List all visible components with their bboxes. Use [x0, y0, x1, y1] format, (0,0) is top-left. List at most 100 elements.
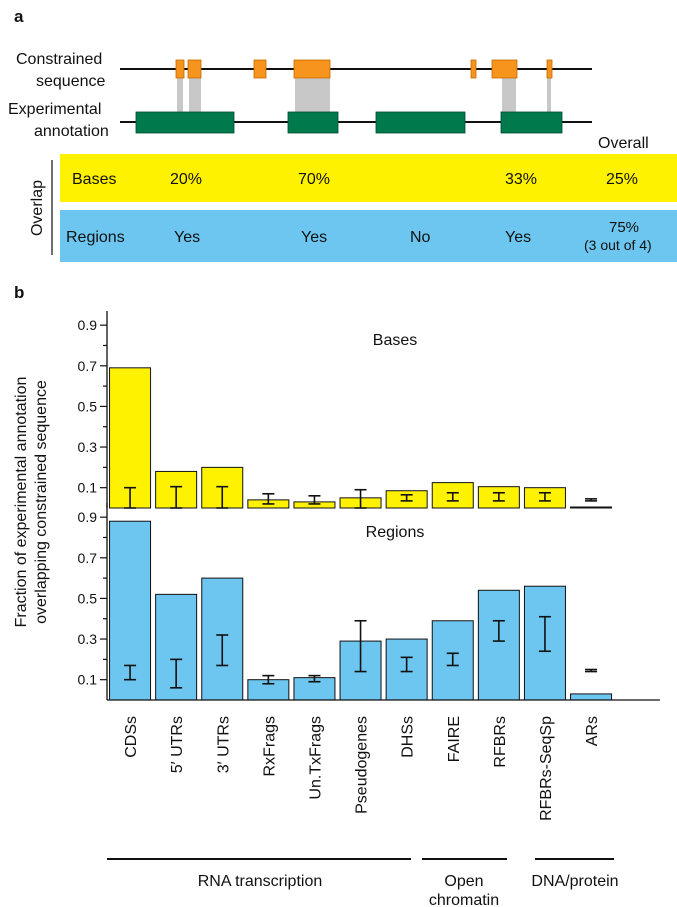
- x-tick-label: ARs: [584, 716, 601, 746]
- regions-error-bar: [400, 656, 413, 673]
- regions-chart-title: Regions: [366, 524, 425, 541]
- x-tick-label: Un.TxFrags: [307, 716, 324, 800]
- bases-error-bar: [216, 485, 229, 509]
- bases-error-bar: [400, 493, 413, 502]
- bases-error-bar: [446, 491, 459, 502]
- regions-error-bar: [585, 668, 598, 673]
- bases-error-bar: [492, 491, 505, 502]
- x-tick-label: RxFrags: [261, 716, 278, 776]
- annotation-block: [375, 111, 466, 134]
- overlap-connector: [547, 78, 551, 112]
- constrained-block: [546, 59, 553, 79]
- overlap-connector: [502, 78, 516, 112]
- bases-row-label: Bases: [72, 171, 116, 188]
- regions-error-bar: [354, 619, 367, 673]
- panel-b-label: b: [14, 283, 24, 302]
- bases-y-tick-label: 0.7: [78, 358, 98, 374]
- constrained-label-line1: Constrained: [16, 51, 102, 68]
- x-tick-label: 3′ UTRs: [215, 716, 232, 773]
- regions-error-bar: [308, 674, 321, 683]
- annotation-block: [135, 111, 235, 134]
- regions-y-tick-label: 0.3: [78, 631, 98, 647]
- regions-y-tick-label: 0.5: [78, 590, 98, 606]
- regions-value-1: Yes: [174, 229, 200, 246]
- annotation-block: [500, 111, 563, 134]
- x-tick-label: FAIRE: [446, 716, 463, 762]
- overlap-connector: [177, 78, 183, 112]
- regions-overall-line2: (3 out of 4): [584, 237, 652, 253]
- regions-bar: [477, 589, 520, 701]
- bases-y-tick-label: 0.1: [78, 480, 98, 496]
- panel-a-label: a: [14, 7, 24, 26]
- x-tick-label: RFBRs-SeqSp: [538, 716, 555, 821]
- regions-value-4: Yes: [505, 229, 531, 246]
- regions-bar: [431, 620, 474, 701]
- constrained-block: [175, 59, 185, 79]
- constrained-blocks: [175, 59, 553, 79]
- experimental-label-line1: Experimental: [8, 101, 101, 118]
- bases-bar: [570, 506, 613, 509]
- bases-overall: 25%: [606, 171, 638, 188]
- bases-y-tick-label: 0.9: [78, 317, 98, 333]
- regions-y-tick-label: 0.7: [78, 550, 98, 566]
- bases-error-bar: [585, 498, 598, 502]
- bases-chart-title: Bases: [373, 332, 417, 349]
- annotation-block: [287, 111, 339, 134]
- annotation-blocks: [135, 111, 563, 134]
- regions-error-bar: [446, 652, 459, 667]
- overlap-connector: [295, 78, 330, 112]
- bases-y-tick-label: 0.5: [78, 398, 98, 414]
- bases-error-bar: [308, 495, 321, 505]
- bases-error-bar: [354, 488, 367, 509]
- regions-error-bar: [262, 674, 275, 685]
- constrained-block: [491, 59, 518, 79]
- regions-row-label: Regions: [66, 229, 125, 246]
- regions-value-3: No: [410, 229, 431, 246]
- regions-error-bar: [492, 619, 505, 642]
- bases-value-1: 20%: [170, 171, 202, 188]
- constrained-block: [293, 59, 331, 79]
- regions-bar: [570, 693, 613, 701]
- x-tick-label: 5′ UTRs: [169, 716, 186, 773]
- constrained-block: [187, 59, 202, 79]
- bases-band: [60, 154, 677, 202]
- y-axis-label-line1: Fraction of experimental annotation: [13, 377, 30, 628]
- x-tick-label: DHSs: [400, 716, 417, 758]
- bases-error-bar: [170, 485, 183, 509]
- regions-chart: 0.9 0.7 0.5 0.3 0.1 Regions: [78, 503, 660, 701]
- x-tick-labels: CDSs 5′ UTRs 3′ UTRs RxFrags Un.TxFrags Pseud…: [123, 716, 601, 821]
- constrained-block: [253, 59, 267, 79]
- bases-error-bar: [538, 491, 551, 502]
- y-axis-label-line2: overlapping constrained sequence: [33, 380, 50, 624]
- bases-y-tick-label: 0.3: [78, 439, 98, 455]
- bases-bar: [109, 367, 152, 509]
- regions-error-bar: [216, 634, 229, 667]
- x-tick-label: Pseudogenes: [354, 716, 371, 814]
- x-tick-label: CDSs: [123, 716, 140, 758]
- overlap-connectors: [177, 78, 551, 112]
- regions-y-tick-label: 0.9: [78, 509, 98, 525]
- regions-overall-line1: 75%: [609, 219, 639, 236]
- dna-protein-group-label: DNA/protein: [531, 873, 618, 890]
- constrained-label-line2: sequence: [36, 73, 105, 90]
- regions-value-2: Yes: [301, 229, 327, 246]
- bases-error-bar: [262, 492, 275, 505]
- regions-error-bar: [538, 615, 551, 653]
- bases-chart: 0.9 0.7 0.5 0.3 0.1 Bases: [78, 311, 613, 509]
- regions-band: [60, 210, 677, 262]
- overlap-label: Overlap: [29, 180, 46, 236]
- open-chromatin-group-label-2: chromatin: [429, 892, 499, 907]
- bases-value-2: 70%: [298, 171, 330, 188]
- bases-value-4: 33%: [505, 171, 537, 188]
- regions-error-bar: [124, 664, 137, 681]
- open-chromatin-group-label-1: Open: [444, 873, 483, 890]
- bases-error-bar: [124, 486, 137, 509]
- regions-error-bar: [170, 658, 183, 689]
- regions-y-tick-label: 0.1: [78, 672, 98, 688]
- rna-group-label: RNA transcription: [198, 873, 323, 890]
- experimental-label-line2: annotation: [34, 123, 109, 140]
- x-tick-label: RFBRs: [492, 716, 509, 768]
- overall-header: Overall: [598, 135, 649, 152]
- constrained-block: [470, 59, 477, 79]
